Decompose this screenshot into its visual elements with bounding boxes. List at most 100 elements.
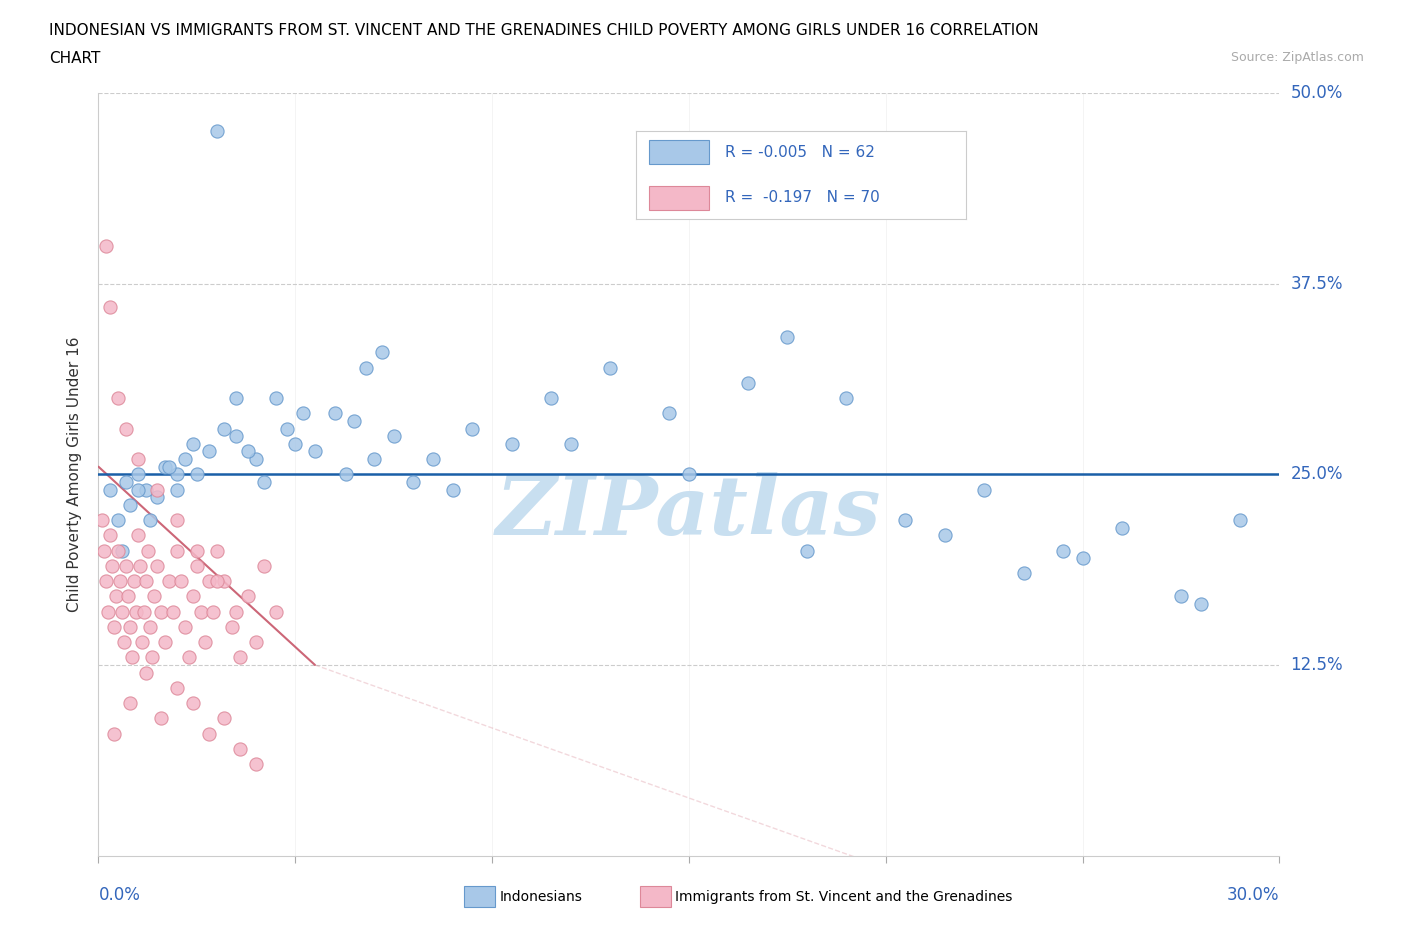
Point xyxy=(181,696,204,711)
Text: 0.0%: 0.0% xyxy=(98,886,141,904)
Point xyxy=(107,512,129,527)
Point xyxy=(225,391,247,405)
Point xyxy=(98,482,121,497)
Point xyxy=(678,467,700,482)
Point xyxy=(284,436,307,451)
Point xyxy=(292,405,315,420)
Point xyxy=(354,360,377,375)
Point xyxy=(150,711,173,725)
Point xyxy=(264,604,287,619)
Point xyxy=(138,512,160,527)
Point xyxy=(461,421,484,436)
Point xyxy=(107,391,129,405)
Point xyxy=(118,696,141,711)
Point xyxy=(973,482,995,497)
Point xyxy=(93,543,115,558)
Point xyxy=(894,512,917,527)
Point xyxy=(91,512,114,527)
Point xyxy=(162,604,184,619)
Point xyxy=(170,574,193,589)
Point xyxy=(245,757,267,772)
Point xyxy=(363,452,385,467)
Point xyxy=(194,634,217,649)
Point xyxy=(127,467,149,482)
Point xyxy=(214,574,236,589)
Point xyxy=(737,376,759,391)
Text: 12.5%: 12.5% xyxy=(1291,656,1343,674)
Point xyxy=(1189,596,1212,611)
Point xyxy=(599,360,621,375)
Point xyxy=(658,405,681,420)
Point xyxy=(108,574,131,589)
Point xyxy=(441,482,464,497)
Point xyxy=(304,444,326,458)
Point xyxy=(1170,589,1192,604)
Point xyxy=(166,512,188,527)
Point xyxy=(174,619,197,634)
Text: CHART: CHART xyxy=(49,51,101,66)
Point xyxy=(181,589,204,604)
Point xyxy=(186,467,208,482)
Point xyxy=(105,589,128,604)
Point xyxy=(118,498,141,512)
Point xyxy=(343,414,366,429)
Point xyxy=(141,650,163,665)
Point xyxy=(157,574,180,589)
Text: Immigrants from St. Vincent and the Grenadines: Immigrants from St. Vincent and the Gren… xyxy=(675,889,1012,904)
Point xyxy=(166,681,188,696)
Point xyxy=(128,558,150,573)
Point xyxy=(135,574,157,589)
Point xyxy=(166,467,188,482)
Point xyxy=(96,574,118,589)
Point xyxy=(127,528,149,543)
Point xyxy=(115,474,138,489)
Point xyxy=(107,543,129,558)
Point xyxy=(103,619,125,634)
Point xyxy=(157,459,180,474)
Point xyxy=(225,429,247,444)
Point xyxy=(205,574,228,589)
Point xyxy=(335,467,357,482)
Text: Source: ZipAtlas.com: Source: ZipAtlas.com xyxy=(1230,51,1364,64)
Point xyxy=(835,391,858,405)
Point xyxy=(934,528,956,543)
Text: INDONESIAN VS IMMIGRANTS FROM ST. VINCENT AND THE GRENADINES CHILD POVERTY AMONG: INDONESIAN VS IMMIGRANTS FROM ST. VINCEN… xyxy=(49,23,1039,38)
Point xyxy=(146,482,169,497)
Point xyxy=(190,604,212,619)
Point xyxy=(221,619,243,634)
Point xyxy=(540,391,562,405)
Point xyxy=(382,429,405,444)
Point xyxy=(1111,520,1133,535)
Point xyxy=(197,444,219,458)
Point xyxy=(214,711,236,725)
Y-axis label: Child Poverty Among Girls Under 16: Child Poverty Among Girls Under 16 xyxy=(67,337,83,612)
Point xyxy=(201,604,224,619)
Point xyxy=(229,650,252,665)
Point xyxy=(371,345,394,360)
Point xyxy=(560,436,582,451)
Text: 30.0%: 30.0% xyxy=(1227,886,1279,904)
Point xyxy=(166,482,188,497)
Point xyxy=(98,299,121,314)
Point xyxy=(214,421,236,436)
Point xyxy=(111,604,134,619)
Point xyxy=(236,589,259,604)
Point xyxy=(225,604,247,619)
Point xyxy=(155,459,177,474)
Point xyxy=(253,474,276,489)
Point xyxy=(135,482,157,497)
Point xyxy=(98,528,121,543)
Point xyxy=(181,436,204,451)
Point xyxy=(186,543,208,558)
Text: 25.0%: 25.0% xyxy=(1291,465,1343,484)
Point xyxy=(111,543,134,558)
Point xyxy=(166,543,188,558)
Point xyxy=(121,650,143,665)
Point xyxy=(245,452,267,467)
Point xyxy=(276,421,298,436)
Point xyxy=(205,543,228,558)
Point xyxy=(796,543,818,558)
Point xyxy=(776,329,799,344)
Point xyxy=(253,558,276,573)
Point xyxy=(136,543,159,558)
